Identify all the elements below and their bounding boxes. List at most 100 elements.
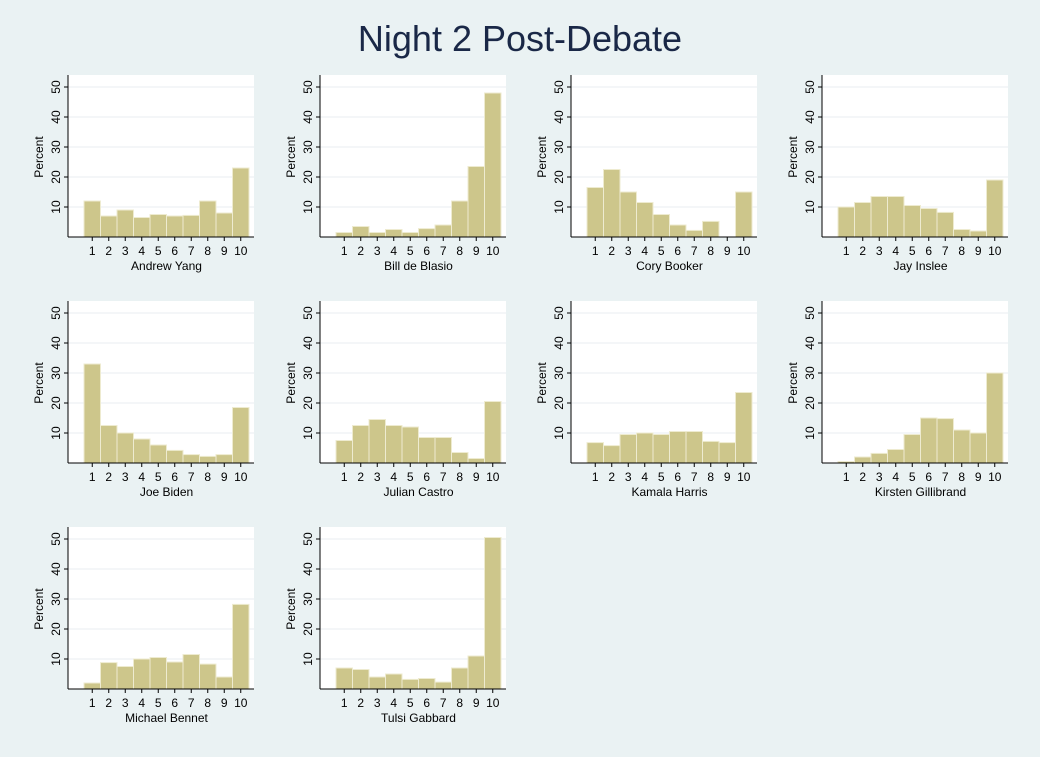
- x-tick-label: 4: [390, 470, 397, 484]
- bar-6: [166, 215, 184, 238]
- x-tick-label: 1: [89, 470, 96, 484]
- x-tick-label: 8: [707, 244, 714, 258]
- bar-3: [116, 432, 134, 464]
- bar-9: [467, 458, 485, 464]
- x-tick-label: 5: [658, 244, 665, 258]
- x-tick-label: 4: [138, 244, 145, 258]
- bar-1: [83, 363, 101, 464]
- x-tick-label: 7: [440, 244, 447, 258]
- x-tick-label: 3: [122, 244, 129, 258]
- bar-3: [116, 666, 134, 690]
- y-tick-label: 50: [301, 532, 315, 546]
- x-tick-label: 2: [608, 470, 615, 484]
- x-tick-label: 10: [988, 470, 1002, 484]
- bar-9: [467, 655, 485, 690]
- bar-7: [434, 681, 452, 690]
- x-tick-label: 10: [737, 470, 751, 484]
- bar-4: [636, 432, 654, 464]
- bar-5: [149, 657, 167, 690]
- bar-8: [451, 667, 469, 690]
- x-tick-label: 9: [221, 470, 228, 484]
- y-axis-title: Percent: [284, 136, 298, 178]
- y-tick-label: 40: [49, 336, 63, 350]
- y-tick-label: 40: [301, 336, 315, 350]
- y-tick-label: 50: [552, 306, 566, 320]
- x-tick-label: 6: [674, 470, 681, 484]
- x-tick-label: 7: [691, 470, 698, 484]
- y-tick-label: 30: [49, 592, 63, 606]
- x-tick-label: 9: [221, 696, 228, 710]
- x-tick-label: 1: [89, 696, 96, 710]
- bar-6: [166, 449, 184, 464]
- x-tick-label: 6: [423, 470, 430, 484]
- x-tick-label: 3: [374, 470, 381, 484]
- bar-10: [986, 179, 1004, 238]
- x-axis-title: Andrew Yang: [131, 259, 202, 273]
- chart-title: Night 2 Post-Debate: [357, 18, 683, 59]
- chart-panel-1: 10 20 30 40 50 1 2 3 4 5 6 7 8 9 10 Percent Andrew Yang: [32, 75, 254, 273]
- y-tick-label: 10: [301, 652, 315, 666]
- x-tick-label: 4: [641, 244, 648, 258]
- y-tick-label: 30: [552, 140, 566, 154]
- bar-2: [352, 669, 370, 690]
- x-tick-label: 9: [724, 244, 731, 258]
- y-axis-title: Percent: [535, 136, 549, 178]
- x-tick-label: 7: [942, 470, 949, 484]
- y-tick-label: 40: [552, 110, 566, 124]
- y-tick-label: 20: [301, 170, 315, 184]
- chart-panel-2: 10 20 30 40 50 1 2 3 4 5 6 7 8 9 10 Percent Bill de Blas…: [284, 75, 506, 273]
- x-tick-label: 8: [456, 470, 463, 484]
- x-tick-label: 6: [171, 244, 178, 258]
- chart-panel-7: 10 20 30 40 50 1 2 3 4 5 6 7 8 9 10 Percent Kamala Harri…: [535, 301, 757, 499]
- bar-4: [385, 673, 403, 690]
- y-tick-label: 50: [49, 80, 63, 94]
- y-axis-title: Percent: [32, 362, 46, 404]
- bar-1: [335, 667, 353, 690]
- bar-4: [385, 425, 403, 464]
- bar-10: [484, 537, 502, 690]
- bar-10: [484, 92, 502, 238]
- bar-10: [986, 372, 1004, 464]
- x-tick-label: 1: [341, 696, 348, 710]
- y-tick-label: 10: [301, 426, 315, 440]
- y-tick-label: 30: [803, 366, 817, 380]
- y-tick-label: 20: [49, 622, 63, 636]
- x-tick-label: 8: [958, 244, 965, 258]
- bar-8: [451, 200, 469, 238]
- bar-5: [903, 205, 921, 238]
- chart-panel-4: 10 20 30 40 50 1 2 3 4 5 6 7 8 9 10 Percent Jay Inslee: [786, 75, 1008, 273]
- y-axis-title: Percent: [786, 136, 800, 178]
- bar-3: [870, 196, 888, 238]
- x-tick-label: 8: [707, 470, 714, 484]
- x-tick-label: 10: [486, 470, 500, 484]
- x-tick-label: 10: [737, 244, 751, 258]
- bar-9: [718, 442, 736, 464]
- x-tick-label: 10: [234, 244, 248, 258]
- bar-8: [702, 440, 720, 464]
- x-tick-label: 7: [440, 696, 447, 710]
- y-tick-label: 50: [49, 532, 63, 546]
- bar-7: [434, 437, 452, 464]
- chart-panel-9: 10 20 30 40 50 1 2 3 4 5 6 7 8 9 10 Percent Michael Benn…: [32, 527, 254, 725]
- bar-5: [652, 434, 670, 464]
- y-tick-label: 30: [301, 366, 315, 380]
- x-tick-label: 8: [958, 470, 965, 484]
- bar-5: [149, 444, 167, 464]
- y-tick-label: 30: [803, 140, 817, 154]
- bar-6: [418, 437, 436, 464]
- x-tick-label: 1: [341, 244, 348, 258]
- bar-1: [335, 232, 353, 238]
- bar-4: [887, 196, 905, 238]
- x-tick-label: 7: [188, 470, 195, 484]
- bar-10: [735, 191, 753, 238]
- bar-8: [199, 663, 217, 690]
- x-tick-label: 6: [423, 696, 430, 710]
- x-tick-label: 1: [843, 470, 850, 484]
- y-tick-label: 40: [49, 110, 63, 124]
- x-tick-label: 4: [138, 696, 145, 710]
- bar-1: [335, 440, 353, 464]
- x-tick-label: 5: [909, 244, 916, 258]
- x-tick-label: 2: [608, 244, 615, 258]
- y-tick-label: 30: [301, 140, 315, 154]
- bar-9: [215, 676, 233, 690]
